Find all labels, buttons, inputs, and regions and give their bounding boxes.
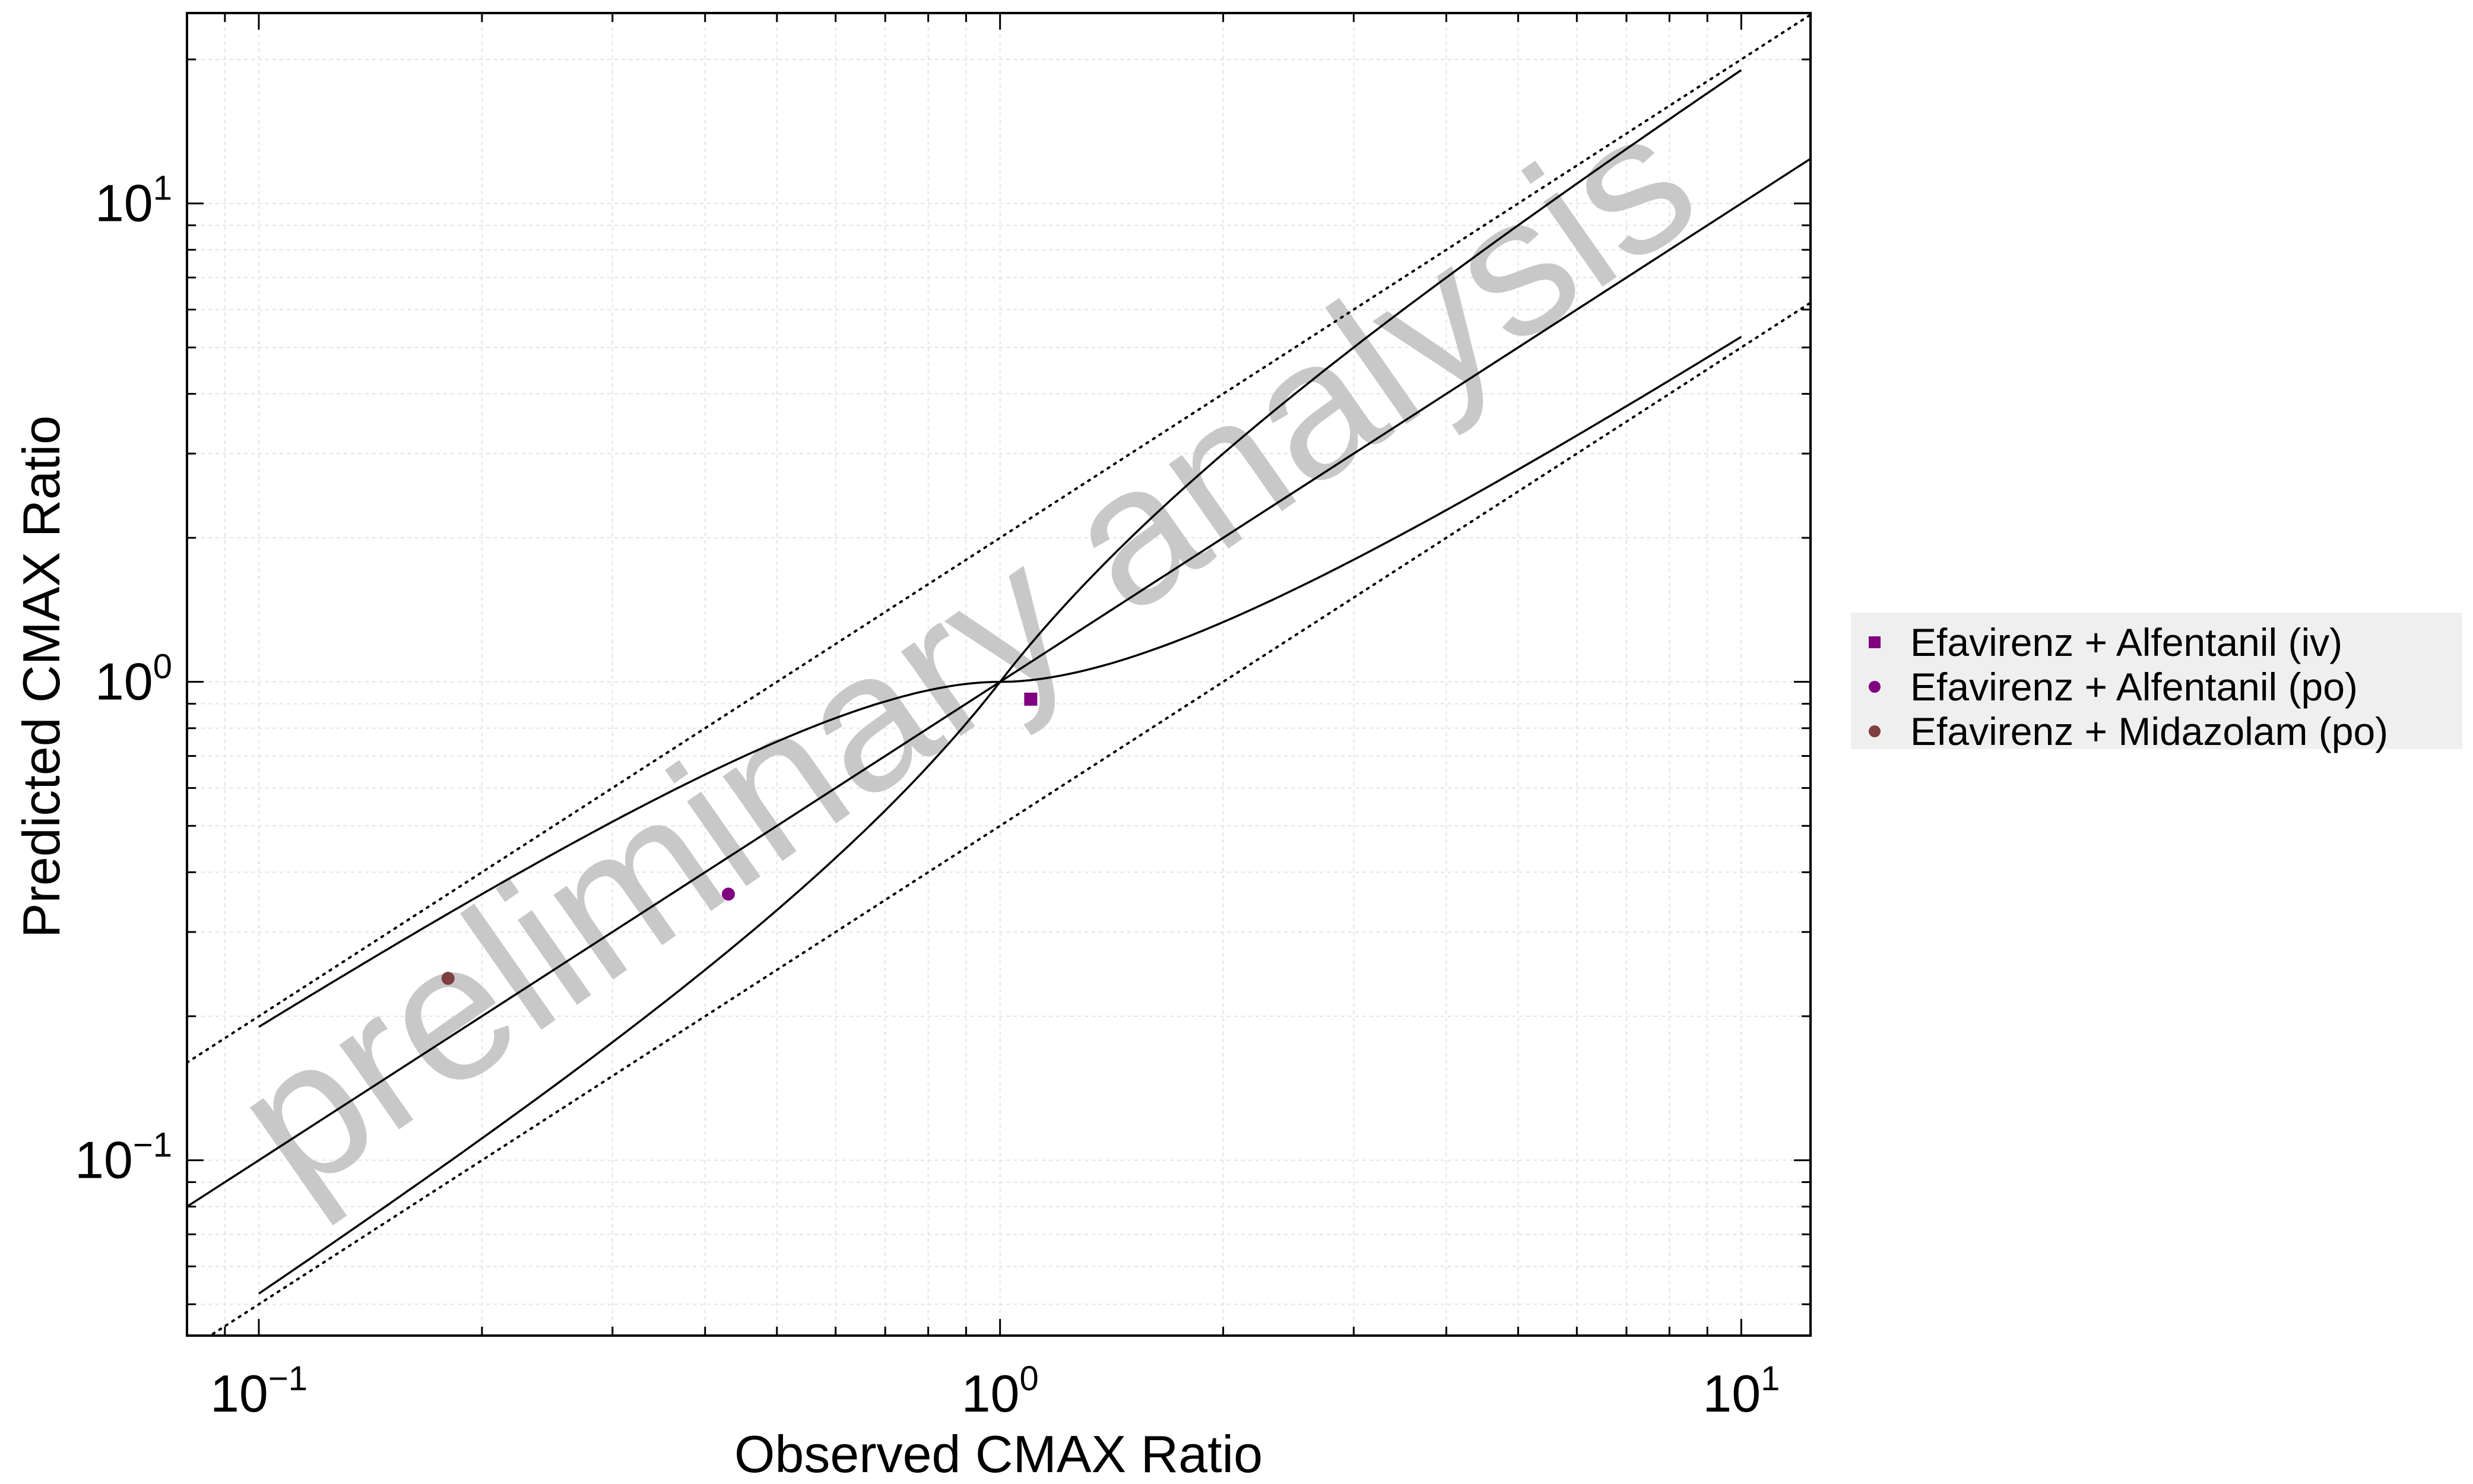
legend-label: Efavirenz + Alfentanil (po) (1910, 665, 2358, 709)
data-point-circle (441, 972, 455, 985)
reference-lines (187, 13, 1811, 1336)
legend-marker-square (1869, 636, 1881, 648)
legend: Efavirenz + Alfentanil (iv)Efavirenz + A… (1851, 613, 2462, 753)
x-tick-label: 100 (962, 1359, 1039, 1423)
data-points (441, 692, 1038, 985)
axis-ticks (186, 13, 1811, 1336)
guest-lower-limit (258, 335, 1742, 1028)
legend-marker-circle (1869, 681, 1881, 693)
upper-2-fold-line (187, 13, 1811, 1064)
legend-marker-circle (1869, 725, 1881, 737)
y-axis-label: Predicted CMAX Ratio (12, 416, 71, 938)
y-tick-labels: 10−1 100 101 (75, 169, 172, 1190)
y-tick-label: 100 (95, 648, 172, 711)
x-tick-label: 101 (1702, 1359, 1780, 1423)
y-tick-label: 10−1 (75, 1126, 172, 1190)
legend-label: Efavirenz + Alfentanil (iv) (1910, 620, 2342, 664)
legend-label: Efavirenz + Midazolam (po) (1910, 709, 2388, 753)
x-tick-label: 10−1 (210, 1359, 307, 1423)
x-axis-label: Observed CMAX Ratio (734, 1425, 1263, 1483)
data-point-circle (722, 887, 735, 901)
lower-2-fold-line (208, 302, 1811, 1336)
plot-frame (186, 12, 1812, 1337)
data-point-square (1024, 692, 1038, 706)
y-tick-label: 101 (95, 169, 172, 233)
legend-background (1851, 613, 2462, 749)
x-tick-labels: 10−1 100 101 (210, 1359, 1780, 1423)
